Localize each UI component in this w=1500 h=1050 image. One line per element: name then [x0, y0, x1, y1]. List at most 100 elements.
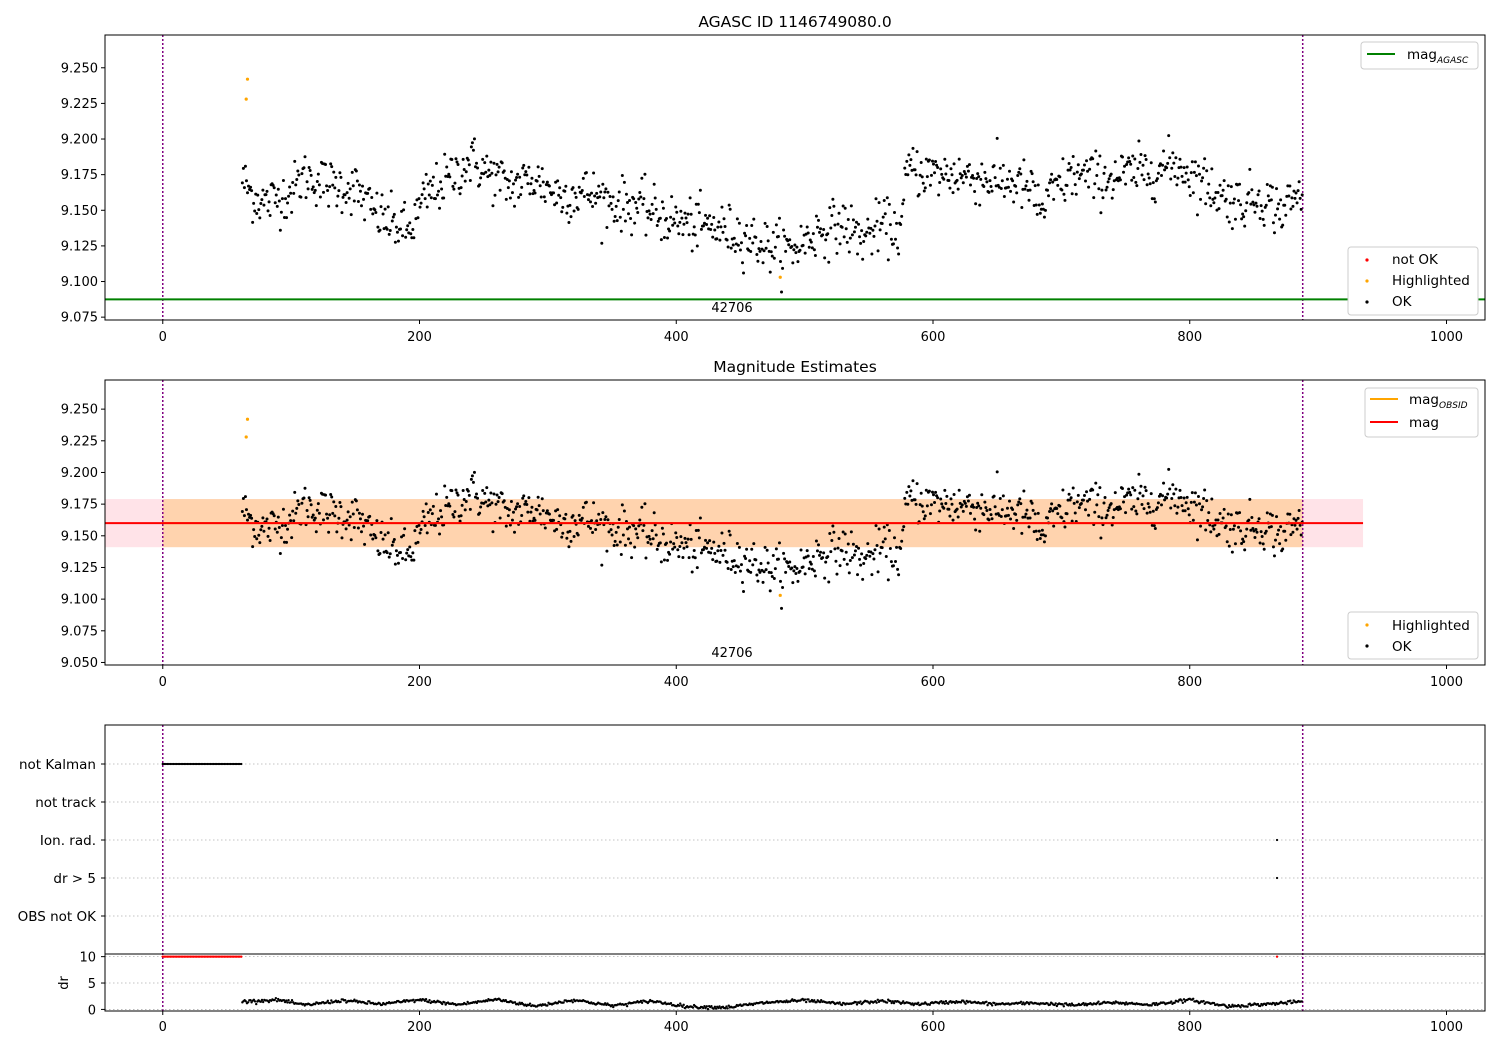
ok-point [418, 205, 422, 209]
ok-point [532, 189, 536, 193]
ok-point [541, 180, 545, 184]
ok-point [332, 170, 336, 174]
ok-point [497, 495, 501, 499]
ok-point [1095, 173, 1099, 177]
dr-point [260, 998, 264, 1002]
dr-point [465, 1003, 468, 1006]
ok-point [1020, 205, 1024, 209]
ok-point [602, 196, 606, 200]
ok-point [899, 223, 903, 227]
flag-point [190, 762, 194, 766]
ok-point [396, 239, 400, 243]
ok-point [899, 546, 903, 550]
ok-point [589, 200, 593, 204]
ok-point [1042, 540, 1046, 544]
flag-point [237, 762, 240, 766]
ok-point [1141, 163, 1145, 167]
ok-point [902, 525, 906, 529]
ok-point [884, 232, 888, 236]
dr-point [624, 1002, 628, 1006]
ok-point [571, 514, 575, 518]
ok-point [655, 547, 659, 551]
ok-point [347, 196, 351, 200]
ok-point [630, 556, 634, 560]
ok-point [582, 194, 586, 198]
ok-point [1152, 524, 1156, 528]
ok-point [654, 207, 658, 211]
ok-point [718, 238, 722, 242]
ok-point [1163, 498, 1167, 502]
ok-point [1297, 180, 1301, 184]
ok-point [1028, 516, 1032, 520]
dr-point [1176, 1000, 1180, 1003]
ok-point [924, 488, 928, 492]
dr-point [947, 1002, 950, 1005]
ok-point [255, 212, 259, 216]
ok-point [429, 196, 433, 200]
dr-point [355, 999, 358, 1002]
ok-point [787, 243, 791, 247]
ok-point [647, 534, 651, 538]
ok-point [538, 512, 542, 516]
ok-point [868, 231, 872, 235]
ok-point [806, 554, 810, 558]
ok-point [1264, 529, 1268, 533]
ok-point [1127, 156, 1131, 160]
ok-point [761, 580, 765, 584]
ok-point [728, 533, 732, 537]
dr-point [959, 1001, 963, 1004]
ok-point [810, 246, 814, 250]
ok-point [842, 557, 846, 561]
ok-point [1132, 175, 1136, 179]
ok-point [1149, 161, 1153, 165]
ok-point [990, 189, 994, 193]
ok-point [1153, 200, 1157, 204]
ok-point [877, 527, 881, 531]
ok-point [1096, 162, 1100, 166]
ok-point [925, 175, 929, 179]
ok-point [940, 502, 944, 506]
ok-point [837, 536, 841, 540]
ok-point [686, 537, 690, 541]
dr-point [1291, 1001, 1294, 1005]
ok-point [368, 514, 372, 518]
ok-point [1299, 533, 1303, 537]
ok-point [1019, 172, 1023, 176]
ok-point [1147, 505, 1151, 509]
ok-point [675, 536, 679, 540]
y-tick-label: 9.200 [61, 133, 98, 148]
ok-point [759, 239, 763, 243]
ok-point [283, 197, 287, 201]
ok-point [861, 577, 865, 581]
ok-point [472, 137, 476, 141]
ok-point [391, 540, 395, 544]
ok-point [919, 491, 923, 495]
ok-point [742, 590, 746, 594]
ok-point [1221, 188, 1225, 192]
ok-point [706, 541, 710, 545]
ok-point [695, 566, 699, 570]
ok-point [755, 573, 759, 577]
ok-point [260, 198, 264, 202]
ok-point [633, 221, 637, 225]
ok-point [840, 225, 844, 229]
dr-y-tick-label: 0 [88, 1003, 96, 1018]
ok-point [881, 540, 885, 544]
ok-point [865, 553, 869, 557]
dr-point [640, 1001, 644, 1004]
ok-point [895, 221, 899, 225]
ok-point [281, 178, 285, 182]
ok-point [1220, 194, 1224, 198]
ok-point [901, 202, 905, 206]
ok-point [1062, 192, 1066, 196]
ok-point [1037, 529, 1041, 533]
ok-point [375, 191, 379, 195]
y-tick-label: 9.250 [61, 403, 98, 418]
ok-point [787, 564, 791, 568]
ok-point [1048, 509, 1052, 513]
ok-point [515, 505, 519, 509]
flag-point [173, 762, 177, 766]
ok-point [1060, 516, 1064, 520]
ok-point [1242, 540, 1246, 544]
dr-point [876, 998, 879, 1001]
